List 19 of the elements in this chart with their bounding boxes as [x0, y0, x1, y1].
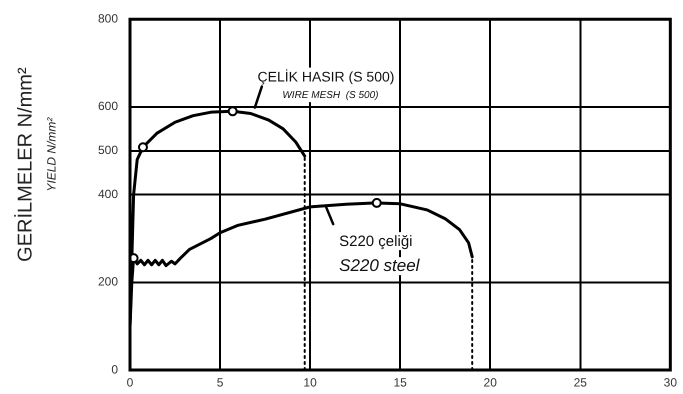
annotation: ÇELİK HASIR (S 500) [258, 68, 394, 85]
y-axis-title: GERİLMELER N/mm² [14, 67, 37, 262]
x-tick-label: 20 [484, 376, 498, 390]
x-tick-label: 0 [126, 376, 134, 390]
y-tick-label: 400 [98, 186, 118, 201]
annotation: WIRE MESH (S 500) [282, 90, 379, 102]
y-tick-label: 500 [98, 143, 118, 158]
y-tick-label: 600 [98, 99, 118, 114]
annotation: S220 steel [339, 256, 421, 276]
x-tick-label: 25 [574, 376, 588, 390]
x-tick-label: 15 [393, 376, 408, 390]
x-tick-label: 10 [303, 376, 318, 390]
annotation: S220 çeliği [339, 233, 412, 250]
text: YIELD N/mm² [44, 116, 58, 192]
x-tick-label: 30 [664, 376, 678, 390]
y-tick-label: 0 [111, 362, 118, 376]
y-tick-label: 200 [98, 274, 118, 289]
x-tick-label: 5 [216, 376, 224, 390]
y-tick-label: 800 [98, 12, 118, 26]
